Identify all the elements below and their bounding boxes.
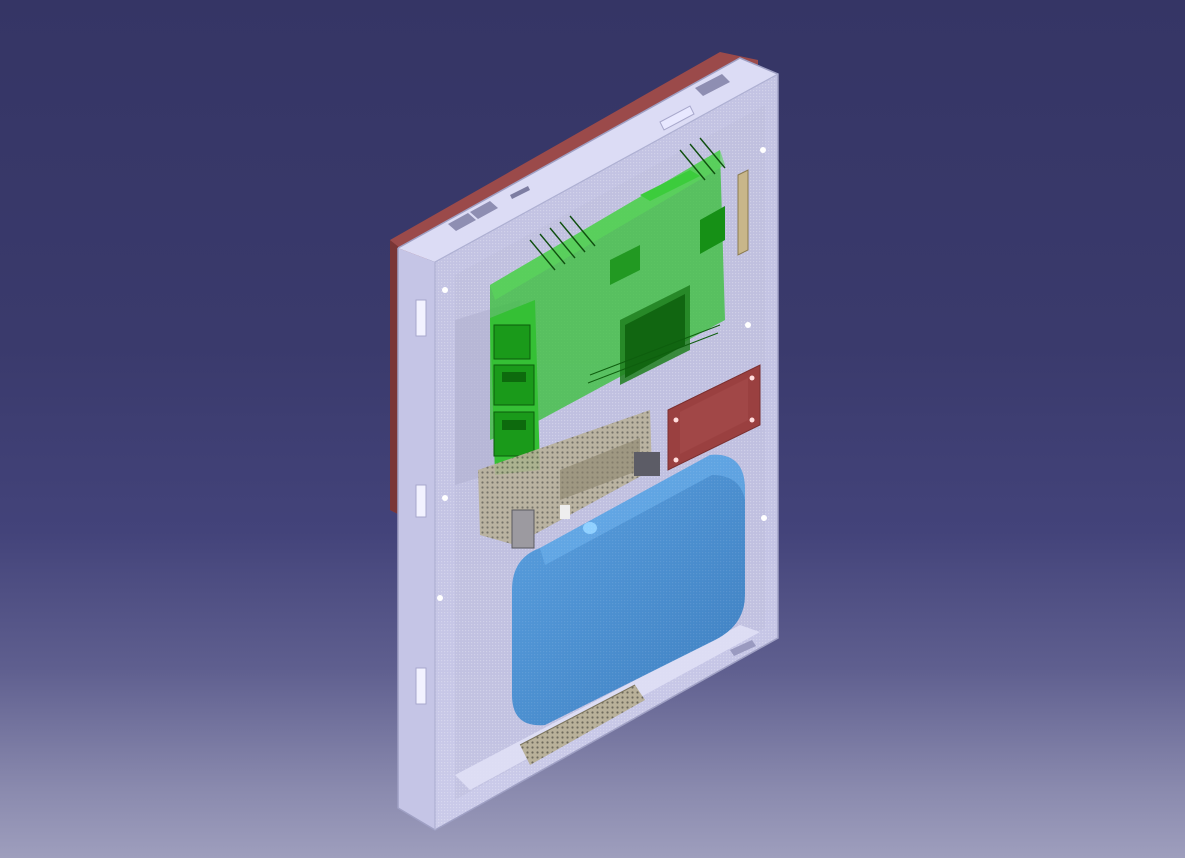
- connector-pad: [667, 364, 761, 471]
- secondary-pcb: [478, 410, 660, 549]
- usb-connector-stack: [490, 300, 540, 475]
- main-pcb: [490, 137, 749, 440]
- battery-pack: [512, 454, 745, 726]
- bottom-board: [519, 684, 645, 765]
